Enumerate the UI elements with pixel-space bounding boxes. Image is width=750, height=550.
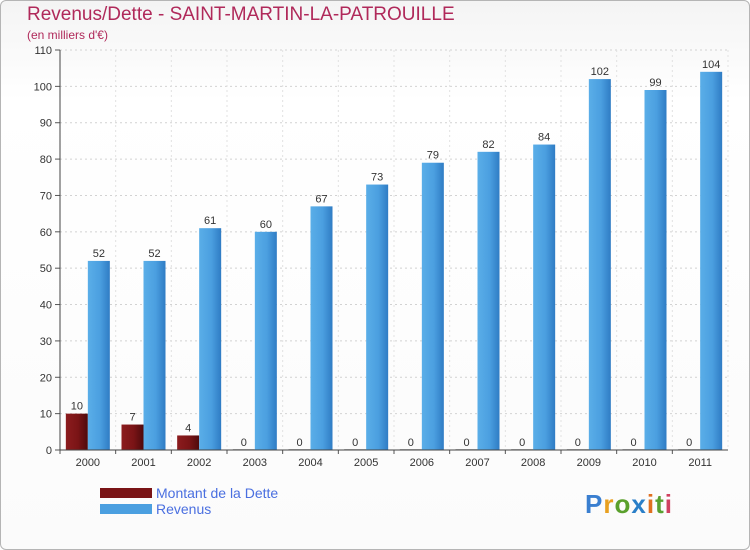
data-label: 79 xyxy=(427,150,439,162)
data-label: 0 xyxy=(686,437,692,449)
bar-revenus xyxy=(366,184,389,450)
y-tick-label: 10 xyxy=(40,409,52,421)
bar-revenus xyxy=(588,79,611,450)
data-label: 10 xyxy=(71,401,83,413)
y-tick-label: 30 xyxy=(40,336,52,348)
chart-subtitle: (en milliers d'€) xyxy=(27,28,108,42)
bars xyxy=(65,71,723,451)
legend-label-revenus: Revenus xyxy=(156,501,212,517)
y-tick-label: 100 xyxy=(34,81,52,93)
x-tick-label: 2005 xyxy=(354,457,378,469)
bar-dette xyxy=(177,435,200,450)
data-label: 0 xyxy=(408,437,414,449)
legend-item-revenus: Revenus xyxy=(100,501,278,517)
logo-letter: P xyxy=(585,489,604,519)
legend-swatch-revenus xyxy=(100,504,152,514)
x-tick-label: 2006 xyxy=(410,457,434,469)
logo-letter: o xyxy=(614,489,632,519)
data-label: 0 xyxy=(630,437,636,449)
bar-dette xyxy=(121,424,144,450)
x-tick-label: 2011 xyxy=(688,457,712,469)
data-label: 104 xyxy=(702,59,720,71)
bar-dette xyxy=(65,413,88,450)
data-label: 84 xyxy=(538,132,550,144)
y-tick-label: 20 xyxy=(40,372,52,384)
data-label: 99 xyxy=(649,77,661,89)
chart-title: Revenus/Dette - SAINT-MARTIN-LA-PATROUIL… xyxy=(27,4,455,25)
legend-item-debt: Montant de la Dette xyxy=(100,485,278,501)
x-tick-label: 2004 xyxy=(298,457,322,469)
x-tick-label: 2002 xyxy=(187,457,211,469)
data-label: 0 xyxy=(575,437,581,449)
data-label: 0 xyxy=(352,437,358,449)
x-tick-label: 2008 xyxy=(521,457,545,469)
x-tick-label: 2010 xyxy=(632,457,656,469)
legend-swatch-debt xyxy=(100,488,152,498)
data-label: 52 xyxy=(93,248,105,260)
logo-letter: x xyxy=(631,489,647,519)
bar-revenus xyxy=(310,206,333,450)
bar-revenus xyxy=(143,260,166,450)
y-tick-label: 50 xyxy=(40,263,52,275)
bar-revenus xyxy=(700,71,723,451)
data-label: 67 xyxy=(315,193,327,205)
proxiti-logo: Proxiti xyxy=(585,489,673,520)
y-tick-label: 80 xyxy=(40,154,52,166)
data-label: 0 xyxy=(463,437,469,449)
logo-letter: t xyxy=(655,489,665,519)
bar-revenus xyxy=(254,231,277,450)
data-label: 0 xyxy=(296,437,302,449)
y-tick-label: 0 xyxy=(46,445,52,457)
y-tick-label: 60 xyxy=(40,227,52,239)
y-tick-label: 70 xyxy=(40,190,52,202)
bar-revenus xyxy=(421,162,444,450)
x-tick-label: 2001 xyxy=(131,457,155,469)
bar-revenus xyxy=(87,260,110,450)
data-label: 73 xyxy=(371,172,383,184)
x-tick-label: 2000 xyxy=(76,457,100,469)
data-label: 52 xyxy=(148,248,160,260)
legend: Montant de la Dette Revenus xyxy=(100,485,278,517)
logo-letter: i xyxy=(646,489,656,519)
bar-revenus xyxy=(199,228,222,450)
logo-letter: i xyxy=(664,489,673,519)
grid-lines xyxy=(59,49,729,451)
bar-revenus xyxy=(644,90,667,450)
data-label: 7 xyxy=(129,412,135,424)
data-label: 0 xyxy=(519,437,525,449)
bar-chart: 105275246106006707307908208401020990104 … xyxy=(34,45,729,469)
x-tick-label: 2009 xyxy=(577,457,601,469)
data-label: 61 xyxy=(204,215,216,227)
legend-label-debt: Montant de la Dette xyxy=(156,485,279,501)
data-label: 102 xyxy=(591,66,609,78)
data-label: 82 xyxy=(482,139,494,151)
y-tick-label: 40 xyxy=(40,300,52,312)
logo-letter: r xyxy=(603,489,615,519)
data-label: 60 xyxy=(260,219,272,231)
data-label: 4 xyxy=(185,422,191,434)
y-tick-label: 110 xyxy=(34,45,52,57)
y-tick-label: 90 xyxy=(40,118,52,130)
bar-revenus xyxy=(477,151,500,450)
data-labels: 10 52 7 52 4 61 0 60 0 67 0 73 0 79 0 82 0 84 0 102 0 99 0 104 xyxy=(71,59,721,449)
data-label: 0 xyxy=(241,437,247,449)
bar-revenus xyxy=(533,144,556,450)
x-tick-label: 2003 xyxy=(243,457,267,469)
x-tick-label: 2007 xyxy=(465,457,489,469)
